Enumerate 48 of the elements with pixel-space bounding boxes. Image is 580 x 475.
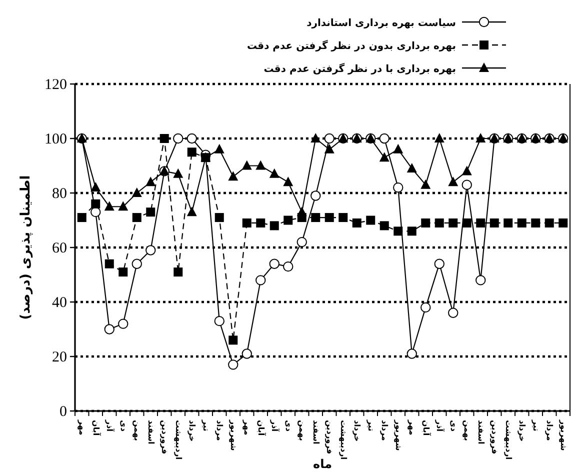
x-tick-label: شهریور (228, 419, 238, 451)
legend-label: بهره برداری با در نظر گرفتن عدم دقت (264, 62, 456, 75)
x-tick-label: آبان (256, 420, 266, 436)
x-tick-label: اسفند (311, 420, 320, 445)
y-tick-label: 0 (60, 404, 67, 420)
legend-label: بهره برداری بدون در نظر گرفتن عدم دقت (246, 39, 456, 52)
x-axis-title: ماه (312, 457, 332, 471)
x-tick-label: آذر (270, 419, 280, 432)
x-tick-label: شهریور (558, 419, 568, 451)
x-tick-label: بهمن (298, 420, 307, 441)
x-tick-label: دی (284, 420, 293, 432)
y-tick-label: 100 (44, 132, 67, 148)
legend-label: سیاست بهره برداری استاندارد (306, 18, 456, 29)
x-tick-label: آذر (105, 419, 116, 432)
x-tick-label: مرداد (380, 420, 390, 441)
x-tick-label: فروردین (325, 420, 334, 454)
y-tick-label: 120 (44, 77, 67, 93)
x-tick-label: خرداد (352, 420, 362, 442)
x-tick-label: تیر (366, 419, 376, 432)
x-tick-label: دی (448, 420, 458, 432)
x-tick-label: مهر (78, 419, 87, 436)
x-tick-label: تیر (201, 419, 210, 432)
x-tick-label: شهریور (394, 419, 403, 451)
x-tick-label: اسفند (146, 420, 156, 445)
y-tick-label: 60 (52, 240, 67, 256)
x-tick-label: آذر (435, 419, 446, 432)
y-tick-label: 20 (52, 350, 67, 366)
x-tick-label: اردیبهشت (338, 420, 348, 460)
x-tick-label: اردیبهشت (504, 420, 513, 460)
x-tick-label: فروردین (160, 420, 170, 454)
y-tick-label: 80 (52, 186, 67, 202)
x-tick-label: آبان (91, 420, 102, 436)
x-tick-label: فروردین (490, 420, 500, 454)
x-tick-label: خرداد (518, 420, 527, 442)
x-tick-label: بهمن (132, 420, 142, 441)
x-tick-label: اسفند (476, 420, 486, 445)
x-tick-label: تیر (531, 419, 540, 432)
x-tick-label: دی (118, 420, 128, 432)
x-tick-label: مرداد (215, 420, 224, 441)
x-tick-label: خرداد (188, 420, 197, 442)
x-tick-label: آبان (421, 420, 432, 436)
y-axis-title: اطمینان پذیری (درصد) (18, 175, 34, 320)
y-tick-label: 40 (52, 295, 67, 311)
x-tick-label: اردیبهشت (174, 420, 183, 460)
x-tick-label: مهر (242, 419, 252, 436)
x-tick-label: بهمن (462, 420, 472, 441)
x-tick-label: مهر (408, 419, 417, 436)
x-tick-label: مرداد (545, 420, 554, 441)
